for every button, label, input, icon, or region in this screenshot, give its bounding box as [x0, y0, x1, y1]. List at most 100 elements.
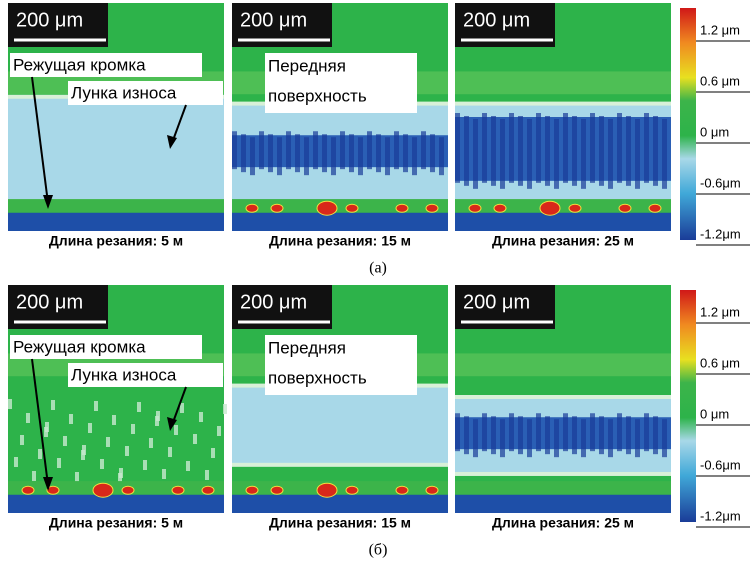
green-strip	[8, 481, 224, 495]
deep-streak	[626, 416, 631, 454]
deep-streak	[313, 131, 318, 169]
deep-streak	[403, 134, 408, 172]
scale-label: 200 μm	[16, 9, 83, 31]
deep-streak	[590, 113, 595, 183]
panel: 200 μm Передняя поверхность	[232, 285, 448, 513]
deep-streak	[608, 119, 613, 189]
deep-streak	[536, 113, 541, 183]
edge	[8, 213, 224, 231]
annotation: Лунка износа	[71, 365, 177, 384]
caption: Длина резания: 5 м	[49, 515, 183, 531]
speck	[217, 426, 221, 436]
speck	[211, 448, 215, 458]
speck	[44, 427, 48, 437]
deep-streak	[563, 413, 568, 451]
deep-streak	[482, 113, 487, 183]
colorbar-label: 1.2 μm	[700, 304, 740, 319]
deep-streak	[599, 116, 604, 186]
edge	[232, 495, 448, 513]
deep-streak	[581, 119, 586, 189]
wear-band	[232, 388, 448, 463]
speck	[100, 459, 104, 469]
hot-spot	[396, 486, 408, 494]
green-strip	[455, 481, 671, 495]
deep-streak	[509, 113, 514, 183]
deep-streak	[358, 137, 363, 175]
deep-streak	[617, 413, 622, 451]
hot-spot	[426, 204, 438, 212]
hot-spot	[426, 486, 438, 494]
caption: Длина резания: 15 м	[269, 515, 411, 531]
deep-streak	[599, 416, 604, 454]
deep-streak	[554, 119, 559, 189]
deep-streak	[394, 131, 399, 169]
deep-streak	[439, 137, 444, 175]
annotation: поверхность	[268, 368, 367, 387]
colorbar-label: 0 μm	[700, 124, 729, 139]
hot-spot	[346, 486, 358, 494]
speck	[199, 412, 203, 422]
panel: 200 μm Режущая кромка Лунка износа	[8, 3, 224, 231]
speck	[94, 401, 98, 411]
row-label: (б)	[369, 542, 388, 559]
deep-streak	[491, 416, 496, 454]
caption: Длина резания: 5 м	[49, 233, 183, 249]
deep-streak	[644, 413, 649, 451]
edge	[8, 495, 224, 513]
hot-spot	[619, 204, 631, 212]
speck	[57, 458, 61, 468]
deep-streak	[473, 419, 478, 457]
deep-streak	[662, 419, 667, 457]
deep-streak	[367, 131, 372, 169]
annotation: Режущая кромка	[13, 337, 146, 356]
speck	[14, 457, 18, 467]
hot-spot	[469, 204, 481, 212]
colorbar	[680, 290, 696, 522]
hot-spot	[271, 204, 283, 212]
hot-spot	[93, 483, 113, 497]
edge	[455, 495, 671, 513]
hot-spot	[172, 486, 184, 494]
speck	[131, 424, 135, 434]
deep-streak	[518, 416, 523, 454]
deep-streak	[430, 134, 435, 172]
hot-spot	[22, 486, 34, 494]
deep-streak	[385, 137, 390, 175]
deep-streak	[349, 134, 354, 172]
hot-spot	[317, 201, 337, 215]
colorbar	[680, 8, 696, 240]
annotation: Лунка износа	[71, 83, 177, 102]
deep-streak	[464, 116, 469, 186]
deep-streak	[268, 134, 273, 172]
green-strip	[8, 199, 224, 213]
scale-label: 200 μm	[240, 291, 307, 313]
deep-streak	[455, 413, 460, 451]
deep-streak	[277, 137, 282, 175]
colorbar-label: -1.2μm	[700, 508, 741, 523]
annotation: Передняя	[268, 56, 346, 75]
green-strip	[232, 481, 448, 495]
colorbar-label: 1.2 μm	[700, 22, 740, 37]
speck	[112, 415, 116, 425]
deep-streak	[545, 416, 550, 454]
annotation: Передняя	[268, 338, 346, 357]
deep-streak	[608, 419, 613, 457]
deep-streak	[617, 113, 622, 183]
deep-streak	[232, 131, 237, 169]
hot-spot	[494, 204, 506, 212]
deep-streak	[518, 116, 523, 186]
deep-streak	[635, 419, 640, 457]
deep-streak	[590, 413, 595, 451]
caption: Длина резания: 25 м	[492, 233, 634, 249]
speck	[143, 460, 147, 470]
surface-band	[455, 71, 671, 94]
deep-streak	[563, 113, 568, 183]
hot-spot	[346, 204, 358, 212]
green-strip	[232, 199, 448, 213]
speck	[32, 471, 36, 481]
deep-streak	[304, 137, 309, 175]
annotation: Режущая кромка	[13, 55, 146, 74]
hot-spot	[122, 486, 134, 494]
colorbar-label: 0 μm	[700, 406, 729, 421]
edge	[232, 213, 448, 231]
